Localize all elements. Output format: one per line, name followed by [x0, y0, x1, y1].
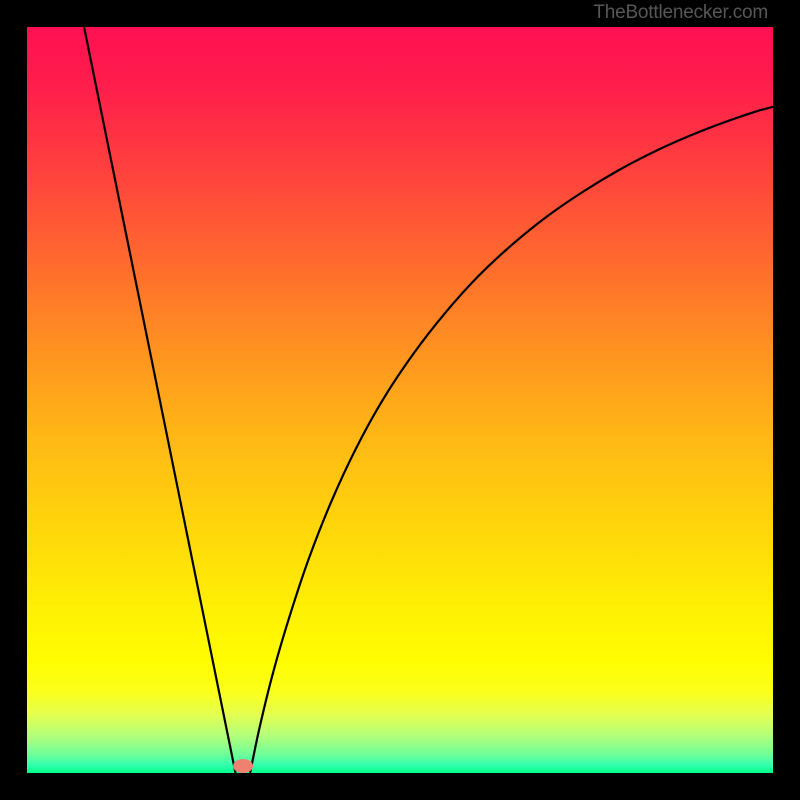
chart-container: TheBottlenecker.com [0, 0, 800, 800]
watermark-label: TheBottlenecker.com [593, 2, 768, 24]
chart-border [0, 0, 800, 800]
